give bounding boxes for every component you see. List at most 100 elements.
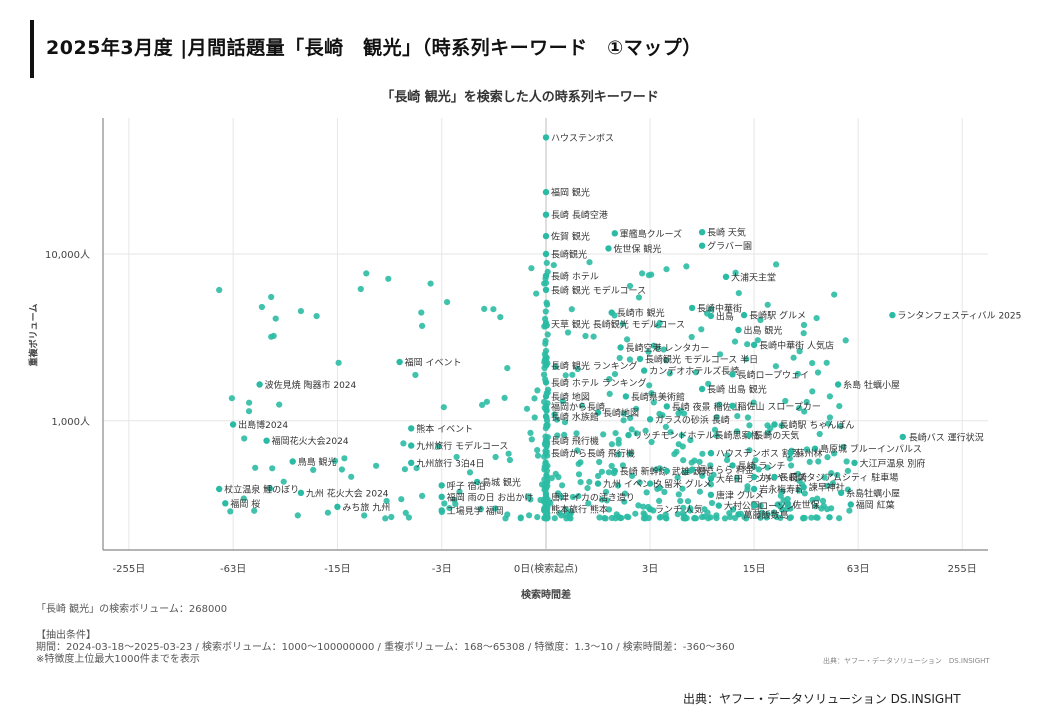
point-label: 長崎 水族館 (551, 411, 599, 423)
x-tick-label: 15日 (743, 564, 766, 575)
scatter-point (627, 414, 634, 422)
scatter-point (528, 436, 535, 443)
scatter-point (544, 478, 551, 486)
scatter-point (341, 455, 348, 462)
scatter-point (779, 488, 786, 495)
scatter-point (456, 488, 463, 495)
labeled-point (611, 230, 618, 237)
labeled-point (542, 493, 550, 500)
scatter-point (818, 505, 825, 512)
scatter-point (574, 447, 581, 454)
labeled-point (216, 485, 223, 493)
point-label: 出島 (716, 310, 734, 322)
scatter-point (696, 488, 704, 495)
scatter-point (635, 502, 642, 509)
scatter-point (828, 505, 835, 512)
scatter-point (598, 496, 606, 503)
scatter-point (435, 443, 442, 450)
scatter-point (692, 369, 699, 376)
scatter-point (252, 464, 259, 471)
scatter-point (679, 510, 686, 517)
scatter-point (688, 333, 695, 341)
labeled-point (408, 459, 415, 466)
scatter-point (466, 469, 474, 476)
scatter-point (698, 326, 705, 333)
labeled-point (542, 449, 550, 457)
scatter-point (809, 360, 816, 367)
scatter-point (844, 486, 852, 493)
scatter-point (626, 356, 634, 363)
scatter-point (800, 321, 808, 329)
scatter-point (732, 269, 739, 276)
scatter-point (348, 473, 355, 480)
scatter-point (573, 430, 580, 437)
labeled-point (834, 381, 842, 388)
scatter-point (241, 435, 248, 442)
scatter-point (758, 509, 766, 516)
labeled-point (542, 232, 550, 240)
scatter-point (829, 480, 837, 487)
point-label: 長崎駅 グルメ (749, 310, 806, 322)
labeled-point (899, 433, 906, 441)
scatter-point (400, 440, 407, 447)
scatter-point (773, 261, 780, 268)
search-volume-note: 「長崎 観光」の検索ボリューム：268000 (36, 604, 228, 615)
scatter-point (842, 337, 849, 344)
scatter-point (680, 504, 687, 511)
scatter-point (620, 410, 627, 417)
scatter-point (746, 447, 753, 454)
scatter-point (543, 259, 550, 266)
scatter-point (773, 514, 780, 521)
scatter-point (401, 466, 408, 473)
labeled-point (851, 459, 858, 466)
point-label: 諫早神社 (809, 482, 845, 494)
scatter-point (584, 485, 591, 492)
chart-source-small: 出典：ヤフー・データソリューション DS.INSIGHT (823, 657, 990, 665)
labeled-point (715, 502, 722, 509)
scatter-point (632, 510, 639, 517)
scatter-point (825, 420, 832, 427)
labeled-point (542, 393, 550, 400)
scatter-point (821, 474, 828, 481)
scatter-point (795, 487, 803, 494)
background-points (216, 259, 853, 522)
scatter-point (622, 490, 629, 497)
point-label: 長崎 ホテル (551, 270, 599, 282)
scatter-point (814, 369, 822, 376)
scatter-point (636, 479, 643, 486)
scatter-point (504, 511, 511, 518)
scatter-point (492, 453, 499, 461)
scatter-point (796, 405, 803, 412)
scatter-point (240, 495, 247, 502)
point-label: 鳥島 観光 (298, 456, 337, 468)
scatter-point (533, 290, 540, 297)
point-label: 熊本 イベント (416, 423, 473, 435)
scatter-point (452, 501, 459, 508)
scatter-point (683, 515, 690, 522)
scatter-point (633, 405, 640, 412)
scatter-point (280, 478, 287, 485)
point-label: 長崎 夜景 稲佐山 (672, 401, 741, 413)
point-label: ハウステンボス 割引 (716, 448, 800, 460)
scatter-point (640, 503, 647, 510)
scatter-point (655, 322, 662, 329)
point-label: かにや 長崎 (759, 472, 807, 484)
labeled-point (707, 491, 715, 498)
scatter-point (796, 348, 803, 355)
point-label: 九州 イベント (603, 479, 660, 490)
scatter-point (534, 447, 541, 454)
point-label: 唐津 イカの活き造り (551, 491, 635, 503)
scatter-point (662, 423, 670, 430)
scatter-point (258, 303, 265, 311)
x-tick-label: -15日 (324, 564, 350, 575)
labeled-point (787, 449, 794, 457)
scatter-point (707, 306, 715, 313)
scatter-point (687, 437, 694, 444)
labeled-point (847, 501, 854, 508)
point-label: 長崎中華街 人気店 (759, 339, 834, 351)
point-label: ローソン (759, 502, 795, 512)
labeled-point (740, 311, 748, 319)
scatter-point (707, 481, 715, 488)
point-label: 福岡花火大会2024 (272, 435, 349, 447)
